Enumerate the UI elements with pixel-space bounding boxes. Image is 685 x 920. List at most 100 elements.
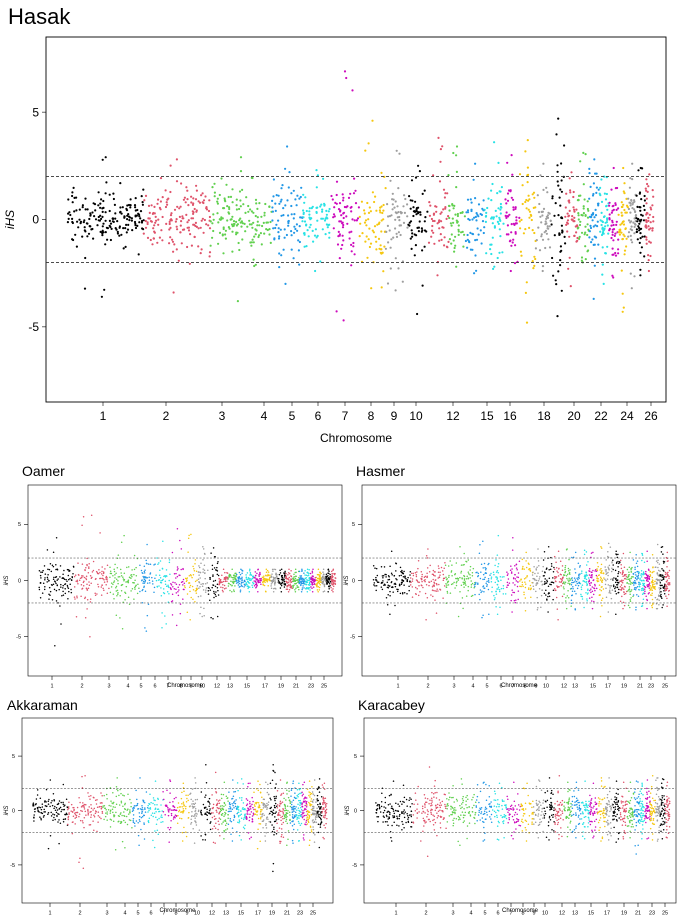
snp-point <box>499 606 501 608</box>
snp-point <box>525 198 528 202</box>
snp-point <box>561 595 564 598</box>
snp-point <box>287 574 289 576</box>
snp-point <box>568 199 571 202</box>
snp-point <box>443 196 446 199</box>
snp-point <box>437 565 440 567</box>
snp-point <box>137 212 140 215</box>
snp-point <box>326 579 329 582</box>
snp-point <box>632 595 634 598</box>
snp-point <box>445 586 448 588</box>
snp-point <box>473 216 476 219</box>
snp-trough <box>425 619 427 621</box>
snp-peak <box>317 568 320 571</box>
snp-point <box>110 800 112 802</box>
snp-point <box>117 576 120 578</box>
snp-point <box>246 580 249 583</box>
snp-point <box>221 217 224 220</box>
x-tick-label: 25 <box>662 684 668 690</box>
snp-point <box>114 217 117 220</box>
chromosome-24-points <box>654 543 661 610</box>
snp-point <box>383 566 386 568</box>
snp-point <box>521 558 524 561</box>
snp-point <box>617 588 620 591</box>
snp-point <box>266 228 269 232</box>
snp-point <box>89 574 92 577</box>
snp-point <box>67 587 70 589</box>
snp-point <box>416 226 419 229</box>
snp-point <box>510 565 512 567</box>
snp-point <box>621 573 624 575</box>
snp-point <box>656 598 658 601</box>
snp-point <box>219 581 222 583</box>
snp-point <box>198 565 200 567</box>
snp-point <box>290 230 293 233</box>
snp-point <box>135 820 138 822</box>
snp-point <box>570 218 574 221</box>
snp-point <box>402 580 405 582</box>
snp-point <box>55 582 57 585</box>
snp-point <box>499 219 502 222</box>
snp-point <box>219 578 222 581</box>
snp-point <box>105 583 107 586</box>
snp-point <box>660 595 662 598</box>
snp-point <box>421 580 423 583</box>
snp-point <box>588 172 591 175</box>
snp-point <box>338 233 341 236</box>
snp-point <box>222 252 225 255</box>
snp-point <box>289 581 291 583</box>
snp-point <box>275 194 278 197</box>
snp-point <box>544 580 546 583</box>
y-axis-label: iHS <box>3 210 17 229</box>
snp-point <box>136 208 139 212</box>
snp-point <box>129 204 132 207</box>
snp-point <box>232 581 235 583</box>
snp-point <box>309 589 311 591</box>
snp-point <box>330 586 332 589</box>
snp-point <box>328 587 330 590</box>
snp-point <box>500 206 503 209</box>
snp-point <box>661 597 663 600</box>
snp-point <box>557 571 559 574</box>
snp-point <box>661 567 663 570</box>
snp-point <box>454 213 457 216</box>
snp-point <box>125 223 128 226</box>
snp-point <box>497 572 500 574</box>
snp-point <box>133 598 135 600</box>
snp-point <box>92 809 94 811</box>
snp-point <box>47 812 50 814</box>
snp-point <box>248 569 251 572</box>
y-axis-label: iHS <box>4 576 10 586</box>
snp-point <box>259 232 262 235</box>
snp-point <box>630 571 633 573</box>
snp-point <box>341 226 345 229</box>
snp-point <box>255 229 258 232</box>
snp-peak <box>176 528 179 530</box>
snp-point <box>521 202 524 206</box>
snp-point <box>186 189 189 192</box>
snp-point <box>506 199 510 202</box>
snp-point <box>394 582 396 585</box>
snp-point <box>109 591 112 594</box>
snp-point <box>553 214 556 217</box>
snp-point <box>457 228 460 231</box>
snp-point <box>120 801 123 804</box>
snp-point <box>648 587 651 589</box>
snp-point <box>210 552 212 554</box>
snp-point <box>479 598 481 601</box>
snp-point <box>494 581 497 584</box>
snp-point <box>430 594 432 596</box>
snp-point <box>533 264 536 267</box>
snp-trough <box>82 867 85 869</box>
snp-point <box>74 233 77 236</box>
snp-point <box>364 149 367 152</box>
snp-point <box>255 587 257 589</box>
snp-point <box>43 588 46 591</box>
snp-point <box>44 804 47 807</box>
snp-point <box>645 221 648 224</box>
snp-point <box>62 587 64 589</box>
snp-point <box>283 580 285 583</box>
snp-point <box>128 219 131 222</box>
snp-point <box>555 283 558 286</box>
snp-point <box>69 577 71 580</box>
snp-point <box>507 573 509 575</box>
